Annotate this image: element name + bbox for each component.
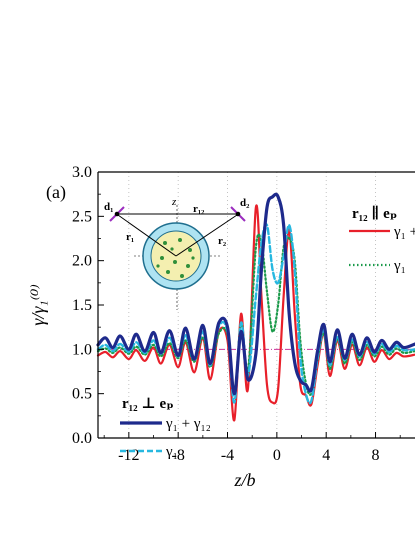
y-tick-label-5: 2.5 xyxy=(72,208,92,225)
legend-perpendicular: r₁₂ ⊥ eₚ γ₁ + γ₁₂ γ₁ xyxy=(120,396,211,460)
y-tick-label-3: 1.5 xyxy=(72,297,92,314)
grid-group xyxy=(128,172,376,438)
legend-label-perp-single: γ₁ xyxy=(165,444,178,460)
x-tick-label-4: 4 xyxy=(322,447,330,464)
series-group xyxy=(96,192,415,422)
inset-label-r12: r₁₂ xyxy=(193,203,205,215)
inset-label-r2: r₂ xyxy=(218,235,227,247)
legend-parallel: r₁₂ ∥ eₚ γ₁ + γ₁ xyxy=(349,205,415,274)
inset-r2-line xyxy=(175,214,238,257)
panel-label: (a) xyxy=(46,182,66,203)
legend-label-par-single: γ₁ xyxy=(393,258,406,274)
x-tick-label-2: -4 xyxy=(221,447,234,464)
y-tick-label-1: 0.5 xyxy=(72,386,92,403)
x-tick-label-1: -8 xyxy=(172,447,185,464)
inset-diagram: d₁ d₂ z r₁₂ r₁ r₂ xyxy=(104,196,250,310)
x-tick-label-0: -12 xyxy=(118,447,139,464)
legend-label-par-sum: γ₁ + xyxy=(393,224,415,240)
series-line-par_sum xyxy=(96,204,415,422)
y-tick-label-2: 1.0 xyxy=(72,341,92,358)
x-axis-title: z/b xyxy=(233,470,255,490)
series-line-perp_sum xyxy=(96,192,415,396)
legend-label-perp-sum: γ₁ + γ₁₂ xyxy=(165,416,211,432)
inset-label-r1: r₁ xyxy=(126,231,134,243)
legend-perp-header: r₁₂ ⊥ eₚ xyxy=(122,396,174,412)
y-tick-label-0: 0.0 xyxy=(72,430,92,447)
y-ticks: 0.0 0.5 1.0 1.5 2.0 2.5 3.0 xyxy=(72,164,104,447)
legend-parallel-header: r₁₂ ∥ eₚ xyxy=(352,205,397,222)
inset-label-d1: d₁ xyxy=(104,201,113,213)
y-tick-label-4: 2.0 xyxy=(72,253,92,270)
y-axis-title: γ/γ₁⁽⁰⁾ xyxy=(28,284,48,326)
x-ticks: -12 -8 -4 0 4 8 xyxy=(103,432,401,464)
inset-r1-line xyxy=(117,214,177,257)
x-tick-label-5: 8 xyxy=(372,447,380,464)
inset-dots xyxy=(156,238,195,278)
inset-label-d2: d₂ xyxy=(240,197,250,209)
y-tick-label-6: 3.0 xyxy=(72,164,92,181)
inset-label-z: z xyxy=(171,196,177,208)
x-tick-label-3: 0 xyxy=(273,447,281,464)
